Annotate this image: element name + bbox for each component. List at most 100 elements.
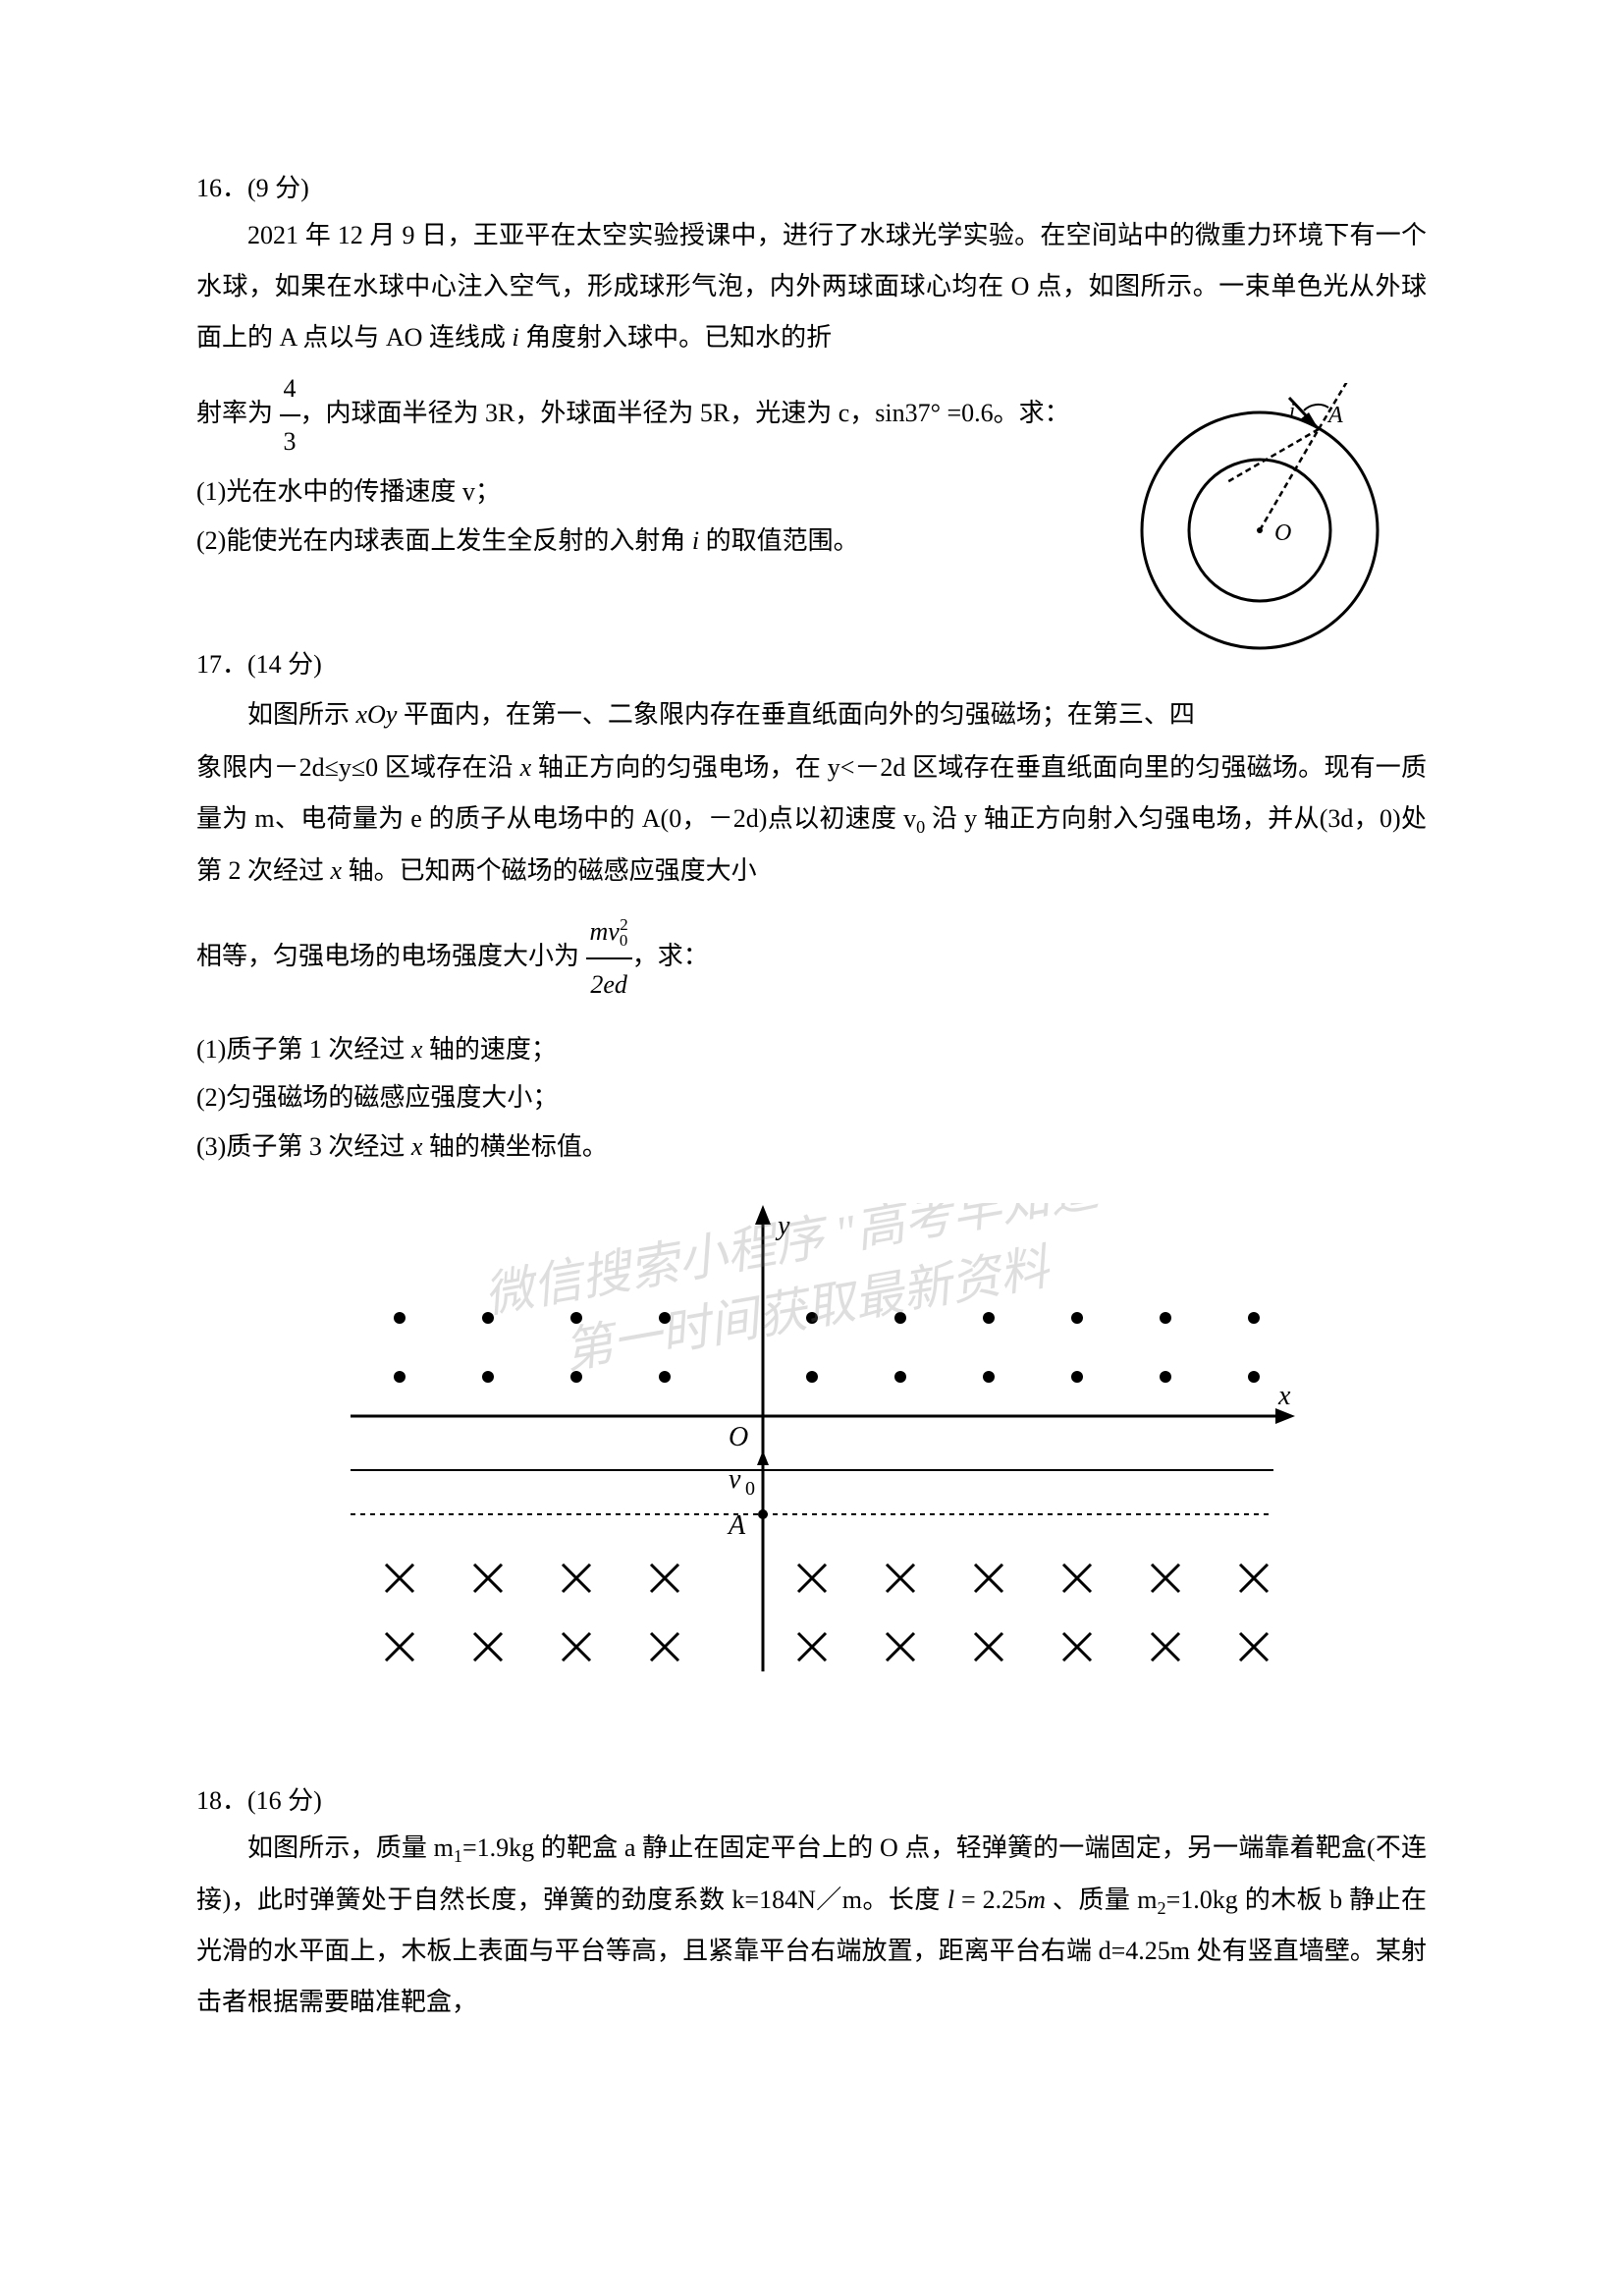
p18-sub2: 2 <box>1158 1898 1166 1918</box>
label-x: x <box>1277 1381 1291 1411</box>
p18-l: l <box>947 1886 954 1914</box>
field-dot <box>659 1312 671 1324</box>
p17-x2: x <box>331 856 343 885</box>
label-v0: v <box>729 1464 741 1495</box>
crosses-group <box>386 1564 1268 1661</box>
p17-t1b: 平面内，在第一、二象限内存在垂直纸面向外的匀强磁场；在第三、四 <box>397 700 1195 729</box>
problem-17-sub2: (2)匀强磁场的磁感应强度大小； <box>196 1073 1427 1121</box>
label-O: O <box>729 1422 748 1452</box>
label-O: O <box>1274 520 1291 546</box>
field-dot <box>570 1312 582 1324</box>
field-dot <box>1071 1371 1083 1383</box>
problem-18-points: (16 分) <box>247 1786 322 1815</box>
problem-17-sub3: (3)质子第 3 次经过 x 轴的横坐标值。 <box>196 1122 1427 1171</box>
field-dot <box>1160 1312 1171 1324</box>
field-dot <box>983 1312 995 1324</box>
problem-17-para2: 象限内－2d≤y≤0 区域存在沿 x 轴正方向的匀强电场，在 y<－2d 区域存… <box>196 742 1427 897</box>
p17-frac-den: 2ed <box>586 959 632 1011</box>
p17-fn-mv: mv <box>590 917 620 946</box>
p16-frac-num: 4 <box>280 363 300 416</box>
problem-16-header: 16．(9 分) <box>196 167 1427 210</box>
p17-t1a: 如图所示 <box>247 700 356 729</box>
p17-sub0: 0 <box>916 818 925 838</box>
p16-s2-i: i <box>692 526 699 555</box>
p17-s1-x: x <box>411 1035 423 1064</box>
p18-t1d: 、质量 m <box>1046 1886 1158 1914</box>
label-A: A <box>727 1510 746 1541</box>
dots-group <box>394 1312 1260 1383</box>
p16-s2b: 的取值范围。 <box>699 526 859 555</box>
problem-17-chart: y x O v 0 A <box>321 1190 1303 1681</box>
problem-17-points: (14 分) <box>247 650 322 679</box>
field-dot <box>482 1371 494 1383</box>
p17-xoy: xOy <box>356 700 398 729</box>
p17-s1b: 轴的速度； <box>422 1035 557 1064</box>
xoy-diagram-svg: y x O v 0 A <box>321 1190 1303 1681</box>
problem-16-number: 16． <box>196 174 247 202</box>
p16-text1b: 角度射入球中。已知水的折 <box>519 323 833 352</box>
field-dot <box>894 1371 906 1383</box>
field-dot <box>394 1371 406 1383</box>
field-dot <box>1248 1371 1260 1383</box>
p16-t2a: 射率为 <box>196 399 280 427</box>
p17-t2a: 象限内－2d≤y≤0 区域存在沿 <box>196 753 520 782</box>
page-container: 16．(9 分) 2021 年 12 月 9 日，王亚平在太空实验授课中，进行了… <box>0 0 1623 2185</box>
field-dot <box>1160 1371 1171 1383</box>
field-dot <box>806 1371 818 1383</box>
field-dot <box>659 1371 671 1383</box>
p18-m: m <box>1027 1886 1046 1914</box>
field-dot <box>806 1312 818 1324</box>
p16-i1: i <box>512 323 518 352</box>
problem-16-figure: A O i <box>1103 383 1387 658</box>
y-arrow <box>755 1205 771 1225</box>
label-y: y <box>775 1211 790 1241</box>
field-dot <box>394 1312 406 1324</box>
p18-t1a: 如图所示，质量 m <box>247 1833 454 1862</box>
p18-sub1: 1 <box>454 1846 462 1866</box>
problem-17-sub1: (1)质子第 1 次经过 x 轴的速度； <box>196 1025 1427 1073</box>
ray-arrow <box>1299 412 1319 429</box>
p17-s3b: 轴的横坐标值。 <box>422 1132 608 1161</box>
p17-frac: mv022ed <box>586 906 632 1011</box>
point-A <box>758 1509 768 1519</box>
problem-17-number: 17． <box>196 650 247 679</box>
problem-18-para1: 如图所示，质量 m1=1.9kg 的靶盒 a 静止在固定平台上的 O 点，轻弹簧… <box>196 1823 1427 2028</box>
problem-16-points: (9 分) <box>247 174 309 202</box>
p17-s1a: (1)质子第 1 次经过 <box>196 1035 411 1064</box>
p17-t2d: 轴。已知两个磁场的磁感应强度大小 <box>342 856 757 885</box>
field-dot <box>1248 1312 1260 1324</box>
field-dot <box>983 1371 995 1383</box>
p17-s3-x: x <box>411 1132 423 1161</box>
p16-frac: 43 <box>280 363 300 467</box>
field-dot <box>1071 1312 1083 1324</box>
problem-18-number: 18． <box>196 1786 247 1815</box>
p18-t1c: = 2.25 <box>954 1886 1027 1914</box>
p17-t3a: 相等，匀强电场的电场强度大小为 <box>196 942 586 970</box>
v0-arrow <box>757 1450 769 1465</box>
problem-16-para1: 2021 年 12 月 9 日，王亚平在太空实验授课中，进行了水球光学实验。在空… <box>196 210 1427 363</box>
problem-17-para1: 如图所示 xOy 平面内，在第一、二象限内存在垂直纸面向外的匀强磁场；在第三、四 <box>196 686 1427 742</box>
problem-16: 16．(9 分) 2021 年 12 月 9 日，王亚平在太空实验授课中，进行了… <box>196 167 1427 565</box>
p17-x1: x <box>520 753 532 782</box>
p17-fn-sup: 2 <box>620 915 627 934</box>
p16-frac-den: 3 <box>280 416 300 467</box>
center-dot <box>1257 527 1263 533</box>
p17-frac-num: mv02 <box>586 906 632 959</box>
circle-diagram-svg: A O i <box>1103 383 1387 658</box>
problem-17: 17．(14 分) 如图所示 xOy 平面内，在第一、二象限内存在垂直纸面向外的… <box>196 643 1427 1681</box>
field-dot <box>894 1312 906 1324</box>
label-i: i <box>1289 398 1295 422</box>
problem-17-para3: 相等，匀强电场的电场强度大小为 mv022ed，求： <box>196 906 1427 1011</box>
problem-17-header: 17．(14 分) <box>196 643 1427 686</box>
field-dot <box>570 1371 582 1383</box>
label-v0-sub: 0 <box>745 1478 755 1500</box>
p16-s2a: (2)能使光在内球表面上发生全反射的入射角 <box>196 526 692 555</box>
angle-arc <box>1304 405 1328 410</box>
p16-t2b: ，内球面半径为 3R，外球面半径为 5R，光速为 c，sin37° =0.6。求… <box>300 399 1070 427</box>
problem-18: 18．(16 分) 如图所示，质量 m1=1.9kg 的靶盒 a 静止在固定平台… <box>196 1779 1427 2028</box>
p17-s3a: (3)质子第 3 次经过 <box>196 1132 411 1161</box>
problem-18-header: 18．(16 分) <box>196 1779 1427 1823</box>
p17-t3b: ，求： <box>632 942 709 970</box>
label-A: A <box>1326 403 1343 428</box>
field-dot <box>482 1312 494 1324</box>
